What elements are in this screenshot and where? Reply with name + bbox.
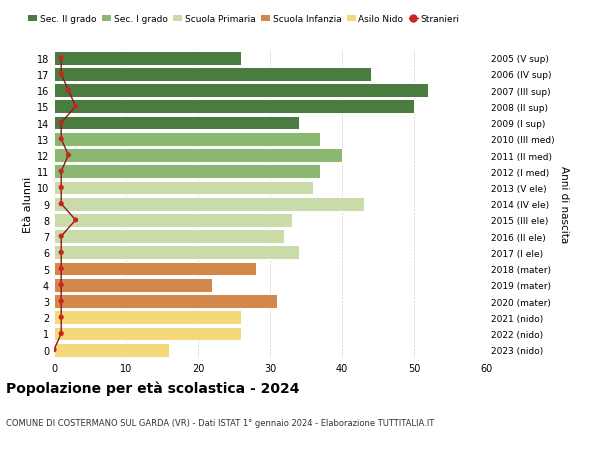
Bar xyxy=(54,133,320,146)
Point xyxy=(56,55,66,62)
Bar xyxy=(54,100,414,114)
Bar xyxy=(54,68,371,82)
Bar xyxy=(54,246,299,260)
Bar xyxy=(54,117,299,130)
Point xyxy=(56,168,66,175)
Y-axis label: Età alunni: Età alunni xyxy=(23,176,32,232)
Legend: Sec. II grado, Sec. I grado, Scuola Primaria, Scuola Infanzia, Asilo Nido, Stran: Sec. II grado, Sec. I grado, Scuola Prim… xyxy=(28,15,460,24)
Point xyxy=(71,103,80,111)
Bar xyxy=(54,327,241,341)
Point xyxy=(56,233,66,241)
Bar xyxy=(54,343,169,357)
Point xyxy=(56,298,66,305)
Bar xyxy=(54,84,428,98)
Bar xyxy=(54,197,364,211)
Bar xyxy=(54,213,292,227)
Point xyxy=(56,185,66,192)
Bar xyxy=(54,181,313,195)
Point xyxy=(56,136,66,143)
Point xyxy=(56,265,66,273)
Bar xyxy=(54,52,241,66)
Bar xyxy=(54,278,212,292)
Bar xyxy=(54,165,320,179)
Point xyxy=(49,346,59,353)
Point xyxy=(56,330,66,337)
Point xyxy=(64,152,73,159)
Y-axis label: Anni di nascita: Anni di nascita xyxy=(559,166,569,243)
Point xyxy=(56,281,66,289)
Point xyxy=(56,71,66,78)
Bar xyxy=(54,295,277,308)
Bar xyxy=(54,230,284,244)
Bar xyxy=(54,149,342,162)
Text: Popolazione per età scolastica - 2024: Popolazione per età scolastica - 2024 xyxy=(6,381,299,396)
Point xyxy=(56,249,66,257)
Point xyxy=(56,120,66,127)
Point xyxy=(56,201,66,208)
Text: COMUNE DI COSTERMANO SUL GARDA (VR) - Dati ISTAT 1° gennaio 2024 - Elaborazione : COMUNE DI COSTERMANO SUL GARDA (VR) - Da… xyxy=(6,418,434,427)
Point xyxy=(56,314,66,321)
Bar xyxy=(54,311,241,325)
Point xyxy=(64,87,73,95)
Point xyxy=(71,217,80,224)
Bar xyxy=(54,262,256,276)
